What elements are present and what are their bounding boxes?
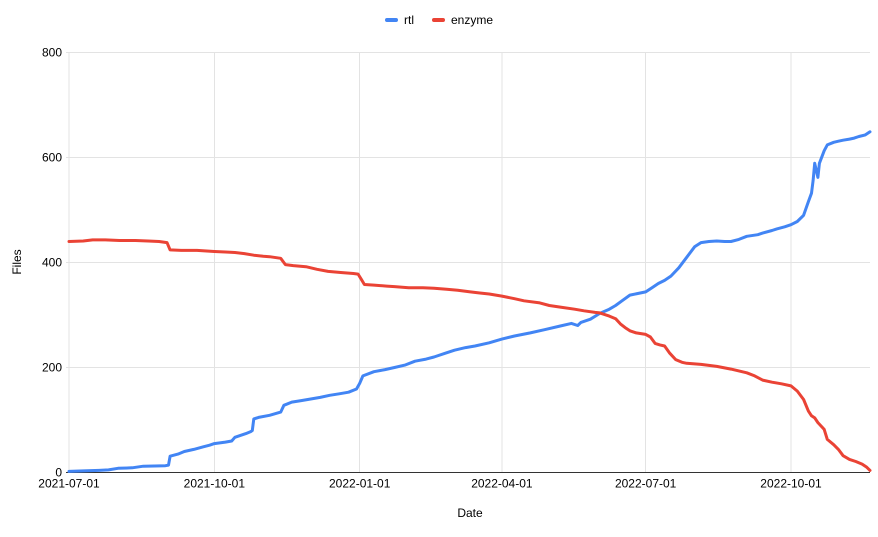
series-line-enzyme [67, 238, 872, 472]
rtl-series-swatch-icon [384, 18, 398, 22]
y-tick-label: 0 [55, 466, 62, 480]
x-axis-title: Date [457, 506, 483, 520]
x-tick-label: 2022-04-01 [471, 477, 533, 491]
chart-legend: rtl enzyme [0, 13, 878, 27]
legend-item-enzyme[interactable]: enzyme [431, 13, 494, 27]
x-tick-label: 2022-07-01 [615, 477, 677, 491]
y-tick-label: 600 [42, 151, 62, 165]
x-tick-label: 2022-01-01 [329, 477, 391, 491]
enzyme-series-swatch-icon [431, 18, 445, 22]
enzyme-series-label: enzyme [450, 13, 494, 27]
x-tick-label: 2021-07-01 [38, 477, 100, 491]
y-tick-label: 400 [42, 256, 62, 270]
x-tick-label: 2022-10-01 [760, 477, 822, 491]
y-tick-label: 800 [42, 46, 62, 60]
legend-item-rtl[interactable]: rtl [384, 13, 414, 27]
x-tick-label: 2021-10-01 [184, 477, 246, 491]
series-line-rtl [67, 130, 872, 473]
y-tick-label: 200 [42, 361, 62, 375]
rtl-series-label: rtl [403, 13, 414, 27]
